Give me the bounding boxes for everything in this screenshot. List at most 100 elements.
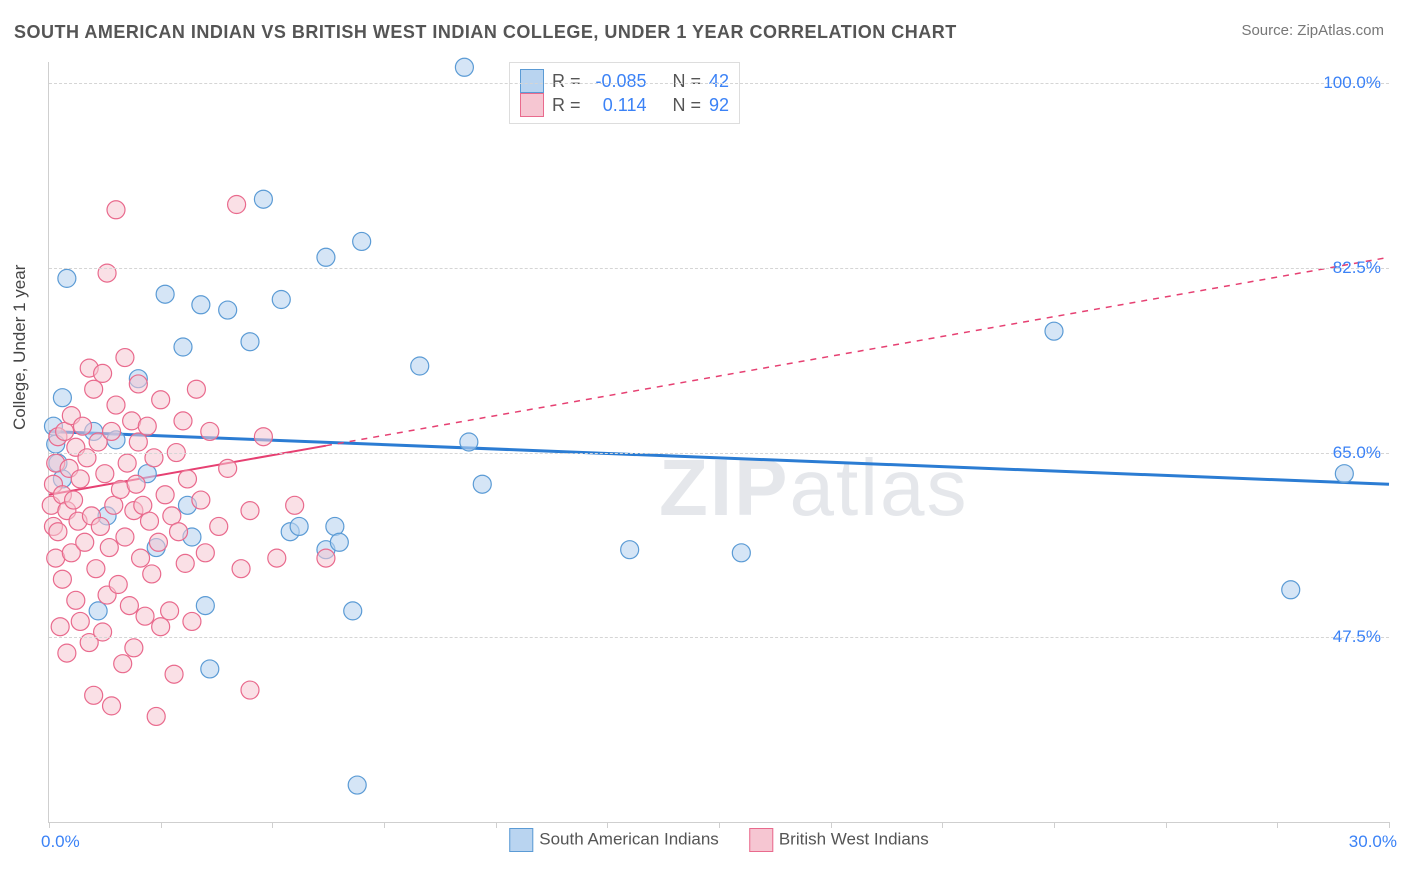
chart-title: SOUTH AMERICAN INDIAN VS BRITISH WEST IN… (14, 22, 957, 43)
data-point (58, 644, 76, 662)
data-point (91, 517, 109, 535)
data-point (1282, 581, 1300, 599)
data-point (176, 554, 194, 572)
legend-swatch (509, 828, 533, 852)
data-point (473, 475, 491, 493)
data-point (129, 375, 147, 393)
legend-item: South American Indians (509, 828, 719, 852)
chart-source: Source: ZipAtlas.com (1241, 22, 1384, 39)
x-tick (1389, 822, 1390, 828)
x-max-label: 30.0% (1349, 832, 1397, 852)
data-point (100, 539, 118, 557)
data-point (254, 428, 272, 446)
x-tick (1166, 822, 1167, 828)
data-point (132, 549, 150, 567)
data-point (170, 523, 188, 541)
x-tick (384, 822, 385, 828)
data-point (174, 338, 192, 356)
data-point (232, 560, 250, 578)
data-point (76, 533, 94, 551)
data-point (89, 602, 107, 620)
legend-label: South American Indians (539, 829, 719, 848)
data-point (120, 597, 138, 615)
x-tick (272, 822, 273, 828)
data-point (138, 417, 156, 435)
gridline (49, 83, 1389, 84)
data-point (103, 422, 121, 440)
x-tick (607, 822, 608, 828)
y-axis-label: College, Under 1 year (10, 265, 30, 430)
x-tick (719, 822, 720, 828)
stats-row: R =0.114N =92 (520, 93, 729, 117)
data-point (268, 549, 286, 567)
data-point (65, 491, 83, 509)
legend-swatch (520, 69, 544, 93)
x-min-label: 0.0% (41, 832, 80, 852)
data-point (196, 597, 214, 615)
x-tick (161, 822, 162, 828)
data-point (161, 602, 179, 620)
data-point (348, 776, 366, 794)
points-layer (49, 62, 1389, 822)
data-point (241, 681, 259, 699)
data-point (732, 544, 750, 562)
data-point (156, 486, 174, 504)
data-point (174, 412, 192, 430)
data-point (210, 517, 228, 535)
data-point (71, 470, 89, 488)
data-point (136, 607, 154, 625)
x-tick (49, 822, 50, 828)
data-point (125, 639, 143, 657)
data-point (127, 475, 145, 493)
data-point (107, 201, 125, 219)
data-point (49, 523, 67, 541)
data-point (98, 264, 116, 282)
data-point (114, 655, 132, 673)
data-point (109, 576, 127, 594)
data-point (272, 291, 290, 309)
data-point (96, 465, 114, 483)
data-point (317, 248, 335, 266)
data-point (411, 357, 429, 375)
data-point (317, 549, 335, 567)
data-point (219, 301, 237, 319)
y-tick-label: 47.5% (1333, 627, 1381, 647)
data-point (228, 196, 246, 214)
gridline (49, 453, 1389, 454)
data-point (196, 544, 214, 562)
stat-n-value: 42 (709, 71, 729, 92)
stat-n-label: N = (673, 95, 702, 116)
data-point (94, 364, 112, 382)
data-point (192, 491, 210, 509)
data-point (85, 686, 103, 704)
data-point (53, 570, 71, 588)
data-point (58, 269, 76, 287)
data-point (141, 512, 159, 530)
data-point (1045, 322, 1063, 340)
data-point (165, 665, 183, 683)
data-point (183, 612, 201, 630)
data-point (107, 396, 125, 414)
data-point (254, 190, 272, 208)
stats-row: R =-0.085N =42 (520, 69, 729, 93)
stat-r-value: -0.085 (589, 71, 647, 92)
y-tick-label: 100.0% (1323, 73, 1381, 93)
data-point (67, 591, 85, 609)
data-point (290, 517, 308, 535)
data-point (94, 623, 112, 641)
data-point (103, 697, 121, 715)
legend-swatch (749, 828, 773, 852)
data-point (149, 533, 167, 551)
legend-swatch (520, 93, 544, 117)
data-point (143, 565, 161, 583)
data-point (353, 232, 371, 250)
data-point (192, 296, 210, 314)
data-point (71, 612, 89, 630)
data-point (460, 433, 478, 451)
x-tick (1277, 822, 1278, 828)
data-point (51, 618, 69, 636)
y-tick-label: 82.5% (1333, 258, 1381, 278)
y-tick-label: 65.0% (1333, 443, 1381, 463)
data-point (187, 380, 205, 398)
data-point (201, 660, 219, 678)
